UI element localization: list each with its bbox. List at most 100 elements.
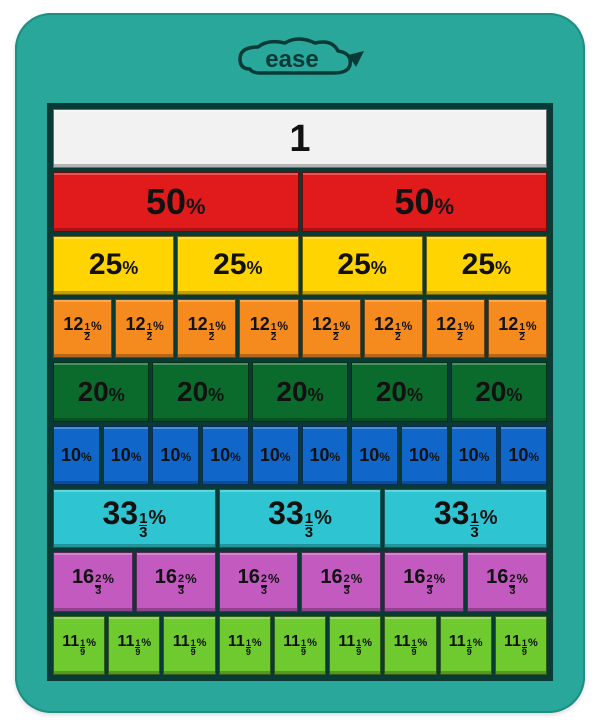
cell-label: 10%	[160, 446, 191, 464]
cell-fraction: 23	[344, 575, 350, 596]
cell-fraction: 12	[271, 323, 277, 342]
percent-sign: %	[371, 259, 387, 277]
cell-label: 1212%	[126, 315, 164, 342]
fraction-cell: 50%	[53, 172, 299, 231]
fraction-numerator: 1	[80, 639, 85, 647]
fraction-cell: 1212%	[53, 299, 112, 358]
fraction-numerator: 2	[427, 575, 433, 585]
cell-label: 20%	[376, 378, 423, 406]
cell-fraction: 23	[95, 575, 101, 596]
fraction-numerator: 2	[261, 575, 267, 585]
percent-sign: %	[247, 259, 263, 277]
fraction-numerator: 1	[301, 639, 306, 647]
percent-sign: %	[197, 638, 207, 649]
cell-fraction: 13	[305, 512, 313, 540]
fraction-numerator: 1	[209, 323, 215, 332]
cell-label: 25%	[89, 250, 138, 280]
percent-sign: %	[506, 386, 522, 404]
fraction-denominator: 2	[84, 333, 90, 342]
cell-fraction: 19	[191, 639, 196, 656]
fraction-cell: 10%	[202, 426, 249, 485]
percent-sign: %	[464, 320, 475, 332]
fraction-cell: 3313%	[53, 489, 216, 548]
percent-sign: %	[402, 320, 413, 332]
fraction-cell: 1119%	[53, 616, 105, 675]
cell-fraction: 12	[333, 323, 339, 342]
cell-main: 16	[403, 567, 425, 587]
fraction-cell: 10%	[53, 426, 100, 485]
fraction-cell: 50%	[302, 172, 548, 231]
fraction-numerator: 1	[147, 323, 153, 332]
cell-fraction: 19	[411, 639, 416, 656]
fraction-cell: 10%	[351, 426, 398, 485]
cell-label: 1119%	[228, 634, 262, 656]
fraction-denominator: 2	[147, 333, 153, 342]
fraction-cell: 1212%	[426, 299, 485, 358]
percent-sign: %	[434, 196, 454, 218]
fraction-numerator: 1	[333, 323, 339, 332]
fraction-denominator: 9	[522, 648, 527, 656]
fraction-cell: 20%	[152, 362, 248, 421]
fraction-row: 50% 50%	[53, 172, 547, 231]
fraction-cell: 1212%	[364, 299, 423, 358]
cell-main: 10	[210, 446, 230, 464]
percent-sign: %	[280, 451, 291, 463]
fraction-cell: 10%	[401, 426, 448, 485]
cell-main: 12	[188, 315, 208, 333]
fraction-cell: 10%	[302, 426, 349, 485]
cell-label: 10%	[459, 446, 490, 464]
cell-label: 50%	[394, 184, 454, 220]
fraction-numerator: 1	[519, 323, 525, 332]
percent-sign: %	[307, 638, 317, 649]
cell-label: 10%	[359, 446, 390, 464]
cell-main: 12	[250, 315, 270, 333]
fraction-cell: 3313%	[384, 489, 547, 548]
cell-main: 16	[320, 567, 342, 587]
fraction-cell: 25%	[177, 236, 298, 295]
cell-main: 11	[117, 634, 134, 650]
cell-fraction: 12	[519, 323, 525, 342]
fraction-row: 10%10%10%10%10%10%10%10%10%10%	[53, 426, 547, 485]
cell-label: 1623%	[155, 567, 197, 597]
cell-main: 11	[228, 634, 245, 650]
cell-main: 12	[126, 315, 146, 333]
cell-label: 1212%	[188, 315, 226, 342]
cell-fraction: 23	[427, 575, 433, 596]
fraction-numerator: 2	[509, 575, 515, 585]
cell-label: 1119%	[449, 634, 483, 656]
fraction-numerator: 1	[470, 512, 478, 526]
cell-label: 1212%	[436, 315, 474, 342]
cell-main: 20	[276, 378, 307, 406]
percent-sign: %	[81, 451, 92, 463]
cell-main: 11	[338, 634, 355, 650]
cell-fraction: 19	[356, 639, 361, 656]
fraction-numerator: 1	[191, 639, 196, 647]
percent-sign: %	[516, 572, 528, 585]
fraction-denominator: 9	[467, 648, 472, 656]
cell-label: 10%	[409, 446, 440, 464]
cell-label: 1623%	[486, 567, 528, 597]
fraction-numerator: 1	[271, 323, 277, 332]
fraction-numerator: 1	[246, 639, 251, 647]
cell-fraction: 23	[509, 575, 515, 596]
percent-sign: %	[418, 638, 428, 649]
cell-main: 11	[173, 634, 190, 650]
percent-sign: %	[141, 638, 151, 649]
fraction-numerator: 2	[178, 575, 184, 585]
percent-sign: %	[186, 196, 206, 218]
cell-main: 12	[498, 315, 518, 333]
percent-sign: %	[330, 451, 341, 463]
ease-logo: ease	[230, 31, 370, 89]
fraction-numerator: 1	[457, 323, 463, 332]
cell-main: 16	[486, 567, 508, 587]
fraction-row: 1212%1212%1212%1212%1212%1212%1212%1212%	[53, 299, 547, 358]
cell-label: 3313%	[102, 497, 166, 541]
fraction-cell: 1119%	[495, 616, 547, 675]
chart-frame: 150%50%25%25%25%25%1212%1212%1212%1212%1…	[47, 103, 553, 681]
percent-sign: %	[526, 320, 537, 332]
fraction-row: 1	[53, 109, 547, 168]
cell-fraction: 23	[178, 575, 184, 596]
fraction-cell: 25%	[426, 236, 547, 295]
fraction-row: 3313%3313%3313%	[53, 489, 547, 548]
cell-label: 10%	[111, 446, 142, 464]
